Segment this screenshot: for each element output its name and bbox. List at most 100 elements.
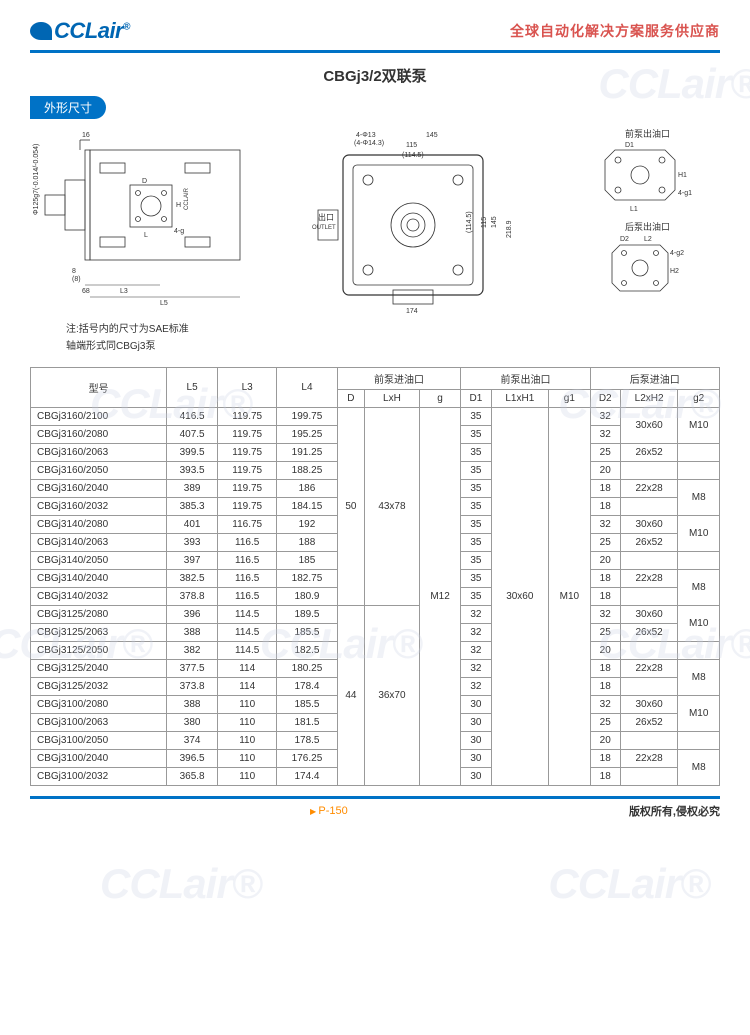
table-cell: 30x60 [491, 408, 549, 786]
table-cell: 365.8 [167, 768, 218, 786]
diagram-flanges: 前泵出油口 后泵出油口 D1 H1 4-g1 L1 [570, 125, 720, 315]
table-cell: 114.5 [218, 642, 277, 660]
page-number: P-150 [310, 805, 348, 817]
svg-text:(114.5): (114.5) [402, 152, 424, 159]
table-cell: 35 [461, 498, 491, 516]
table-cell: 399.5 [167, 444, 218, 462]
table-cell: CBGj3140/2063 [31, 534, 167, 552]
table-cell: 374 [167, 732, 218, 750]
table-cell: 180.25 [277, 660, 337, 678]
svg-text:H1: H1 [678, 172, 687, 179]
table-cell: 389 [167, 480, 218, 498]
svg-text:CCLAIR: CCLAIR [184, 187, 190, 210]
table-cell: 396.5 [167, 750, 218, 768]
table-row: CBGj3125/2080396114.5189.54436x70323230x… [31, 606, 720, 624]
table-cell: 110 [218, 768, 277, 786]
table-cell: 116.5 [218, 570, 277, 588]
table-cell: 119.75 [218, 444, 277, 462]
svg-text:8: 8 [72, 268, 76, 275]
table-cell: 181.5 [277, 714, 337, 732]
table-cell: 18 [590, 498, 620, 516]
table-cell: 195.25 [277, 426, 337, 444]
th-group: 后泵进油口 [590, 368, 719, 390]
table-cell: 30 [461, 714, 491, 732]
table-cell: 407.5 [167, 426, 218, 444]
table-cell: 174.4 [277, 768, 337, 786]
table-cell: 182.75 [277, 570, 337, 588]
copyright: 版权所有,侵权必究 [629, 803, 720, 819]
table-cell: CBGj3160/2080 [31, 426, 167, 444]
th: L5 [167, 368, 218, 408]
table-cell: 25 [590, 444, 620, 462]
table-cell: 35 [461, 480, 491, 498]
table-cell: CBGj3125/2040 [31, 660, 167, 678]
table-cell: CBGj3160/2063 [31, 444, 167, 462]
table-cell: 18 [590, 768, 620, 786]
table-cell [620, 642, 678, 660]
table-cell: 35 [461, 408, 491, 426]
table-cell: 32 [461, 606, 491, 624]
table-cell: 116.75 [218, 516, 277, 534]
svg-text:4-g1: 4-g1 [678, 190, 692, 197]
table-cell: 32 [461, 642, 491, 660]
table-cell: 30 [461, 750, 491, 768]
table-cell: CBGj3160/2100 [31, 408, 167, 426]
svg-text:(8): (8) [72, 276, 81, 283]
svg-text:(4-Φ14.3): (4-Φ14.3) [354, 140, 384, 147]
table-cell: 36x70 [365, 606, 420, 786]
table-cell: 188 [277, 534, 337, 552]
table-cell [620, 768, 678, 786]
table-cell: 22x28 [620, 570, 678, 588]
table-cell: M10 [678, 606, 720, 642]
table-cell: CBGj3100/2040 [31, 750, 167, 768]
table-cell: 393.5 [167, 462, 218, 480]
table-cell: 191.25 [277, 444, 337, 462]
table-cell: 178.4 [277, 678, 337, 696]
table-cell: 26x52 [620, 714, 678, 732]
table-cell: 43x78 [365, 408, 420, 606]
table-cell: 119.75 [218, 498, 277, 516]
table-cell: 35 [461, 462, 491, 480]
table-cell: CBGj3160/2032 [31, 498, 167, 516]
svg-text:115: 115 [481, 217, 488, 228]
note-line: 轴端形式同CBGj3泵 [66, 338, 720, 355]
table-cell: 114.5 [218, 606, 277, 624]
table-cell: CBGj3160/2040 [31, 480, 167, 498]
table-cell: 18 [590, 660, 620, 678]
watermark: CCLair® [548, 860, 710, 908]
table-cell [678, 732, 720, 750]
table-cell [678, 462, 720, 480]
svg-text:145: 145 [491, 216, 498, 228]
svg-text:4-g: 4-g [174, 228, 184, 235]
table-cell: 20 [590, 462, 620, 480]
table-cell [678, 642, 720, 660]
th-model: 型号 [31, 368, 167, 408]
th: L1xH1 [491, 390, 549, 408]
table-cell: 416.5 [167, 408, 218, 426]
table-cell: 18 [590, 750, 620, 768]
table-cell: 377.5 [167, 660, 218, 678]
th-group: 前泵出油口 [461, 368, 590, 390]
table-cell: 116.5 [218, 552, 277, 570]
table-cell: CBGj3125/2080 [31, 606, 167, 624]
table-cell: 26x52 [620, 624, 678, 642]
table-cell: 26x52 [620, 534, 678, 552]
table-cell: 116.5 [218, 534, 277, 552]
table-cell: 397 [167, 552, 218, 570]
table-cell: 32 [590, 696, 620, 714]
table-cell: 185 [277, 552, 337, 570]
table-cell: 186 [277, 480, 337, 498]
table-cell: M10 [678, 408, 720, 444]
notes: 注:括号内的尺寸为SAE标准 轴端形式同CBGj3泵 [66, 321, 720, 355]
svg-text:4-g2: 4-g2 [670, 250, 684, 257]
dimensions-table: 型号 L5 L3 L4 前泵进油口 前泵出油口 后泵进油口 D LxH g D1… [30, 367, 720, 786]
table-cell: 35 [461, 426, 491, 444]
table-cell: 20 [590, 732, 620, 750]
table-cell: 373.8 [167, 678, 218, 696]
svg-text:L5: L5 [160, 300, 168, 307]
table-cell: 176.25 [277, 750, 337, 768]
table-cell: 178.5 [277, 732, 337, 750]
table-cell: 119.75 [218, 480, 277, 498]
table-cell: 32 [461, 660, 491, 678]
th: D [337, 390, 364, 408]
